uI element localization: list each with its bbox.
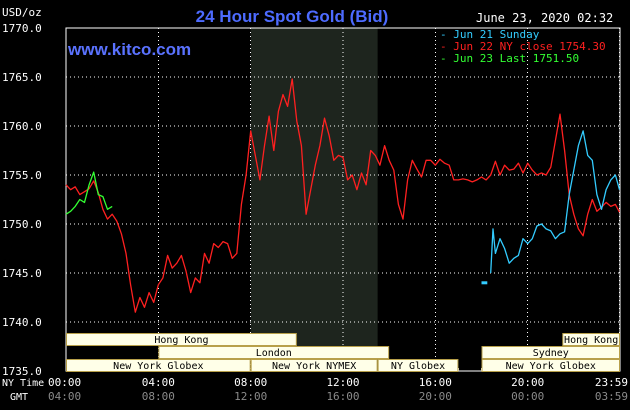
market-box bbox=[66, 333, 297, 346]
legend-item-sunday: - Jun 21 Sunday bbox=[440, 28, 540, 41]
market-label: London bbox=[256, 348, 292, 359]
series-line bbox=[490, 130, 621, 274]
y-tick-label: 1760.0 bbox=[2, 120, 42, 133]
market-label: New York Globex bbox=[506, 361, 596, 372]
ny-time-label: NY Time bbox=[2, 378, 44, 389]
session-band-layer bbox=[250, 28, 378, 371]
x-tick-label-ny: 04:00 bbox=[142, 376, 175, 389]
nymex-session-band bbox=[250, 28, 378, 371]
market-box bbox=[481, 346, 620, 359]
legend-item-ny-close: - Jun 22 NY close 1754.30 bbox=[440, 40, 606, 53]
x-tick-label-gmt: 03:59 bbox=[595, 390, 628, 403]
y-tick-label: 1745.0 bbox=[2, 267, 42, 280]
market-label: Hong Kong bbox=[564, 335, 618, 346]
y-axis-unit-label: USD/oz bbox=[2, 6, 42, 19]
x-tick-label-gmt: 16:00 bbox=[326, 390, 359, 403]
market-box bbox=[377, 359, 459, 372]
y-tick-label: 1770.0 bbox=[2, 22, 42, 35]
x-tick-label-ny: 23:59 bbox=[595, 376, 628, 389]
gmt-label: GMT bbox=[10, 392, 28, 403]
axis-layer: 1770.0 1765.0 1760.0 1755.0 1750.0 1745.0 1740… bbox=[2, 22, 628, 403]
x-tick-label-gmt: 00:00 bbox=[511, 390, 544, 403]
x-tick-label-ny: 16:00 bbox=[419, 376, 452, 389]
y-tick-label: 1765.0 bbox=[2, 71, 42, 84]
market-label: New York NYMEX bbox=[272, 361, 356, 372]
x-tick-label-ny: 12:00 bbox=[326, 376, 359, 389]
market-box bbox=[250, 359, 378, 372]
y-tick-label: 1755.0 bbox=[2, 169, 42, 182]
market-label: Sydney bbox=[533, 348, 569, 359]
market-box bbox=[158, 346, 390, 359]
x-tick-label-gmt: 08:00 bbox=[142, 390, 175, 403]
market-box bbox=[562, 333, 621, 346]
timestamp-text: June 23, 2020 02:32 bbox=[476, 11, 613, 25]
market-label: New York Globex bbox=[113, 361, 203, 372]
series-layer bbox=[65, 78, 621, 313]
market-hours-layer: Hong Kong London New York Globex New York N… bbox=[66, 333, 621, 372]
x-tick-label-ny: 08:00 bbox=[234, 376, 267, 389]
series-line bbox=[65, 171, 113, 215]
x-tick-label-ny: 00:00 bbox=[48, 376, 81, 389]
market-box bbox=[66, 359, 251, 372]
watermark-text: www.kitco.com bbox=[67, 40, 191, 59]
market-box bbox=[481, 359, 620, 372]
series-line bbox=[65, 78, 621, 313]
y-tick-label: 1740.0 bbox=[2, 316, 42, 329]
market-label: Hong Kong bbox=[154, 335, 208, 346]
market-label: NY Globex bbox=[391, 361, 445, 372]
chart-title: 24 Hour Spot Gold (Bid) bbox=[196, 7, 389, 26]
y-tick-label: 1750.0 bbox=[2, 218, 42, 231]
legend-item-last: - Jun 23 Last 1751.50 bbox=[440, 52, 579, 65]
x-tick-label-ny: 20:00 bbox=[511, 376, 544, 389]
x-tick-label-gmt: 04:00 bbox=[48, 390, 81, 403]
y-tick-label: 1735.0 bbox=[2, 365, 42, 378]
x-tick-label-gmt: 12:00 bbox=[234, 390, 267, 403]
x-tick-label-gmt: 20:00 bbox=[419, 390, 452, 403]
